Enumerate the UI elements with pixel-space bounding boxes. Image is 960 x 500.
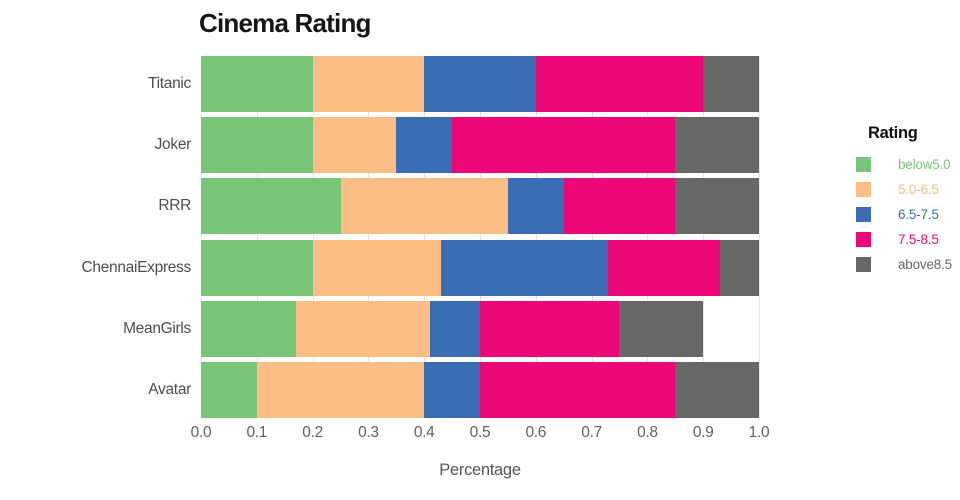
x-tick-label: 0.3 bbox=[358, 424, 379, 441]
bar-segment-6.5-7.5 bbox=[396, 117, 453, 174]
bar-rows bbox=[201, 56, 759, 418]
bar-segment-7.5-8.5 bbox=[479, 300, 620, 357]
bar-track bbox=[201, 300, 759, 357]
bar-segment-below5.0 bbox=[201, 178, 341, 235]
bar-segment-5.0-6.5 bbox=[312, 117, 397, 174]
gridline bbox=[647, 56, 649, 418]
gridline bbox=[201, 56, 202, 418]
y-axis-label: ChennaiExpress bbox=[81, 258, 191, 276]
x-axis-title: Percentage bbox=[439, 461, 521, 479]
bar-segment-6.5-7.5 bbox=[429, 300, 480, 357]
y-axis-label: Titanic bbox=[148, 75, 191, 92]
legend-swatch bbox=[856, 207, 871, 222]
bar-track bbox=[201, 178, 759, 235]
x-axis-ticks: 0.0 0.1 0.2 0.3 0.4 0.5 0.6 0.7 0.8 0.9 1.0 bbox=[191, 424, 770, 446]
gridline bbox=[424, 56, 426, 418]
legend-label: below5.0 bbox=[898, 157, 951, 172]
bar-segment-above8.5 bbox=[675, 178, 759, 235]
legend-item: 5.0-6.5 bbox=[856, 177, 952, 202]
bar-segment-5.0-6.5 bbox=[295, 300, 430, 357]
gridline bbox=[591, 56, 593, 418]
legend-item: above8.5 bbox=[856, 252, 952, 277]
bar-segment-5.0-6.5 bbox=[312, 56, 425, 112]
x-tick-label: 0.5 bbox=[469, 424, 491, 441]
gridline bbox=[256, 56, 258, 418]
legend-swatch bbox=[856, 232, 871, 247]
legend-swatch bbox=[856, 257, 871, 272]
legend-item: 7.5-8.5 bbox=[856, 227, 952, 252]
legend-item: 6.5-7.5 bbox=[856, 202, 952, 227]
bar-track bbox=[201, 361, 759, 418]
legend-label: 7.5-8.5 bbox=[898, 232, 939, 247]
bar-segment-above8.5 bbox=[675, 117, 759, 174]
legend-item: below5.0 bbox=[856, 152, 952, 177]
y-axis-label: RRR bbox=[158, 197, 191, 215]
gridline bbox=[312, 56, 314, 418]
y-axis-label: MeanGirls bbox=[123, 319, 191, 337]
legend-swatch bbox=[856, 182, 871, 197]
gridline bbox=[759, 56, 760, 418]
legend-label: 6.5-7.5 bbox=[898, 207, 939, 222]
gridline bbox=[535, 56, 537, 418]
bar-segment-above8.5 bbox=[719, 239, 759, 296]
x-tick-label: 0.7 bbox=[581, 424, 602, 441]
legend: Rating below5.0 5.0-6.5 6.5-7.5 7.5-8.5 abov… bbox=[856, 124, 952, 277]
bar-segment-above8.5 bbox=[675, 361, 759, 418]
bar-segment-6.5-7.5 bbox=[424, 361, 480, 418]
x-tick-label: 0.4 bbox=[413, 424, 435, 441]
bar-track bbox=[201, 56, 759, 112]
bar-segment-below5.0 bbox=[201, 361, 257, 418]
y-axis-label: Joker bbox=[154, 136, 192, 154]
bar-segment-7.5-8.5 bbox=[563, 178, 676, 235]
bar-segment-6.5-7.5 bbox=[507, 178, 564, 235]
bar-segment-7.5-8.5 bbox=[479, 361, 676, 418]
x-tick-label: 1.0 bbox=[748, 424, 770, 441]
gridline bbox=[368, 56, 370, 418]
legend-title: Rating bbox=[868, 124, 918, 142]
bar-segment-below5.0 bbox=[201, 300, 296, 357]
gridline bbox=[703, 56, 705, 418]
y-axis-label: Avatar bbox=[148, 380, 191, 398]
bar-segment-below5.0 bbox=[201, 56, 313, 112]
legend-label: 5.0-6.5 bbox=[898, 182, 939, 197]
bar-segment-7.5-8.5 bbox=[608, 239, 720, 296]
legend-swatch bbox=[856, 157, 871, 172]
x-tick-label: 0.9 bbox=[692, 424, 714, 441]
bar-segment-below5.0 bbox=[201, 117, 313, 174]
x-tick-label: 0.2 bbox=[302, 424, 323, 441]
x-tick-label: 0.0 bbox=[190, 424, 212, 441]
bar-track bbox=[201, 117, 759, 174]
x-tick-label: 0.1 bbox=[246, 424, 268, 441]
plot-area bbox=[201, 56, 760, 418]
bar-segment-5.0-6.5 bbox=[340, 178, 508, 235]
bar-segment-6.5-7.5 bbox=[440, 239, 609, 296]
bar-segment-above8.5 bbox=[703, 56, 759, 112]
legend-items: below5.0 5.0-6.5 6.5-7.5 7.5-8.5 above8.5 bbox=[856, 152, 952, 277]
x-tick-label: 0.8 bbox=[637, 424, 658, 441]
gridline bbox=[480, 56, 481, 418]
bar-segment-below5.0 bbox=[201, 239, 313, 296]
bar-segment-5.0-6.5 bbox=[312, 239, 441, 296]
bar-segment-7.5-8.5 bbox=[535, 56, 704, 112]
chart-title: Cinema Rating bbox=[199, 8, 371, 38]
x-tick-label: 0.6 bbox=[525, 424, 547, 441]
bar-segment-6.5-7.5 bbox=[424, 56, 536, 112]
y-axis-labels: Titanic Joker RRR ChennaiExpress MeanGirls Av… bbox=[0, 56, 191, 418]
bar-segment-above8.5 bbox=[619, 300, 704, 357]
bar-segment-7.5-8.5 bbox=[452, 117, 676, 174]
legend-label: above8.5 bbox=[898, 257, 952, 272]
bar-segment-5.0-6.5 bbox=[256, 361, 425, 418]
bar-track bbox=[201, 239, 759, 296]
